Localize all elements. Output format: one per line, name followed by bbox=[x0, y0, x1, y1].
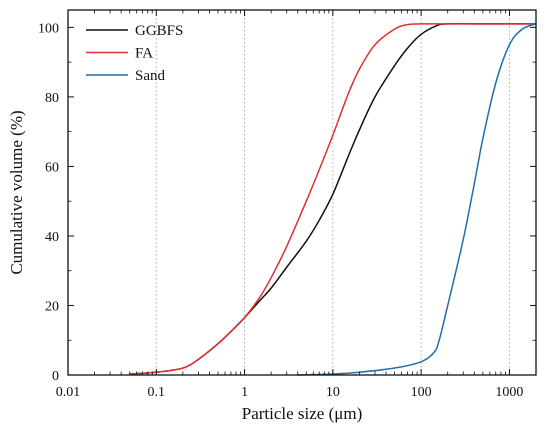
y-tick-label: 80 bbox=[45, 91, 59, 106]
y-axis-title: Cumulative volume (%) bbox=[7, 110, 26, 274]
legend-label-ggbfs: GGBFS bbox=[135, 23, 183, 39]
series-group bbox=[129, 23, 537, 376]
series-line-sand bbox=[297, 23, 537, 376]
x-axis-title: Particle size (μm) bbox=[242, 404, 363, 423]
y-tick-label: 100 bbox=[38, 21, 59, 36]
legend: GGBFS FA Sand bbox=[86, 23, 183, 84]
plot-frame bbox=[67, 9, 537, 376]
x-tick-label: 1000 bbox=[495, 385, 523, 400]
y-tick-label: 0 bbox=[52, 369, 59, 384]
x-tick-label: 100 bbox=[411, 385, 432, 400]
legend-label-sand: Sand bbox=[135, 68, 166, 84]
series-line-fa bbox=[129, 23, 536, 375]
x-tick-label: 0.01 bbox=[56, 385, 81, 400]
x-tick-label: 1 bbox=[241, 385, 248, 400]
tick-marks bbox=[67, 10, 537, 376]
grid bbox=[67, 10, 510, 375]
y-tick-label: 40 bbox=[45, 230, 59, 245]
y-tick-label: 60 bbox=[45, 160, 59, 175]
tick-labels: 0.01 0.1 1 10 100 1000 0 20 40 60 80 100 bbox=[38, 21, 523, 400]
x-tick-label: 0.1 bbox=[148, 385, 166, 400]
x-tick-label: 10 bbox=[326, 385, 340, 400]
y-tick-label: 20 bbox=[45, 299, 59, 314]
legend-label-fa: FA bbox=[135, 46, 153, 62]
